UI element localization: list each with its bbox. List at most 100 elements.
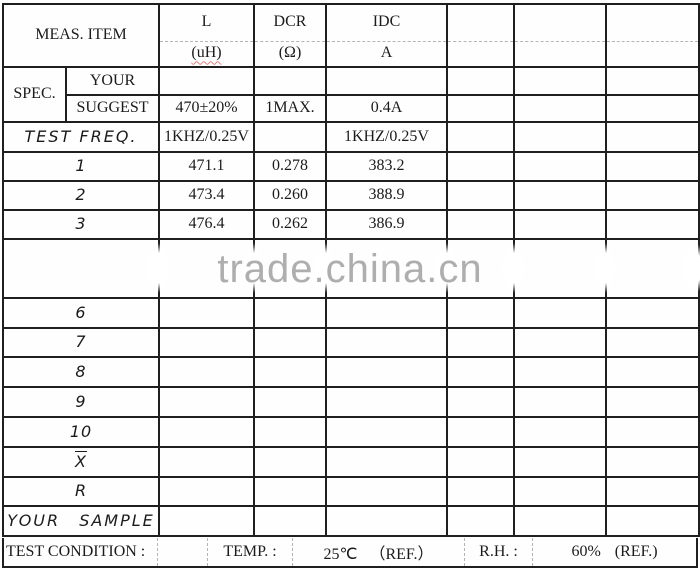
spec-suggest-idc: 0.4A: [325, 94, 448, 123]
empty-cell: [158, 356, 255, 388]
empty-cell: [158, 416, 255, 448]
empty-cell: [513, 416, 607, 448]
empty-cell: [605, 476, 700, 507]
rh-value: 60% (REF.): [532, 538, 696, 566]
empty-cell: [446, 121, 515, 153]
value-idc: 383.2: [325, 151, 448, 182]
spec-your-row: SPEC. YOUR: [2, 66, 700, 123]
empty-cell: [605, 505, 700, 537]
data-row-3: 3 476.4 0.262 386.9: [2, 209, 700, 240]
empty-cell: [158, 297, 255, 329]
empty-cell: [605, 238, 700, 299]
empty-cell: [513, 327, 607, 358]
empty-cell: [158, 327, 255, 358]
empty-cell: [605, 66, 700, 96]
empty-cell: [513, 121, 607, 153]
empty-cell: [605, 446, 700, 478]
empty-cell: [253, 416, 327, 448]
spec-your-label: YOUR: [65, 66, 160, 96]
rh-label: R.H. :: [464, 538, 532, 566]
mean-row: X: [2, 446, 700, 478]
value-l: 476.4: [158, 209, 255, 240]
test-freq-row: TEST FREQ. 1KHZ/0.25V 1KHZ/0.25V: [2, 121, 700, 153]
empty-cell: [325, 327, 448, 358]
header-col-idc: IDC: [325, 3, 448, 42]
empty-cell: [446, 209, 515, 240]
empty-cell: [325, 446, 448, 478]
empty-cell: [513, 356, 607, 388]
test-condition-bar: TEST CONDITION : TEMP. : 25℃ （REF.） R.H.…: [2, 538, 698, 568]
empty-cell: [446, 40, 515, 68]
empty-cell: [253, 66, 327, 96]
spec-suggest-row: SUGGEST 470±20% 1MAX. 0.4A: [3, 94, 700, 123]
data-row-10: 10: [2, 416, 700, 448]
row-label: 9: [2, 386, 160, 418]
empty-cell: [253, 121, 327, 153]
data-row-2: 2 473.4 0.260 388.9: [2, 180, 700, 211]
temp-label: TEMP. :: [207, 538, 292, 566]
spec-label: SPEC.: [2, 66, 67, 123]
header-col-dcr: DCR: [253, 3, 327, 42]
empty-cell: [325, 416, 448, 448]
empty-cell: [325, 386, 448, 418]
test-freq-label: TEST FREQ.: [2, 121, 160, 153]
value-dcr: 0.262: [253, 209, 327, 240]
empty-cell: [158, 66, 255, 96]
empty-cell: [158, 446, 255, 478]
value-l: 473.4: [158, 180, 255, 211]
empty-cell: [325, 505, 448, 537]
empty-cell: [446, 327, 515, 358]
empty-cell: [325, 476, 448, 507]
empty-cell: [513, 40, 607, 68]
empty-cell: [253, 297, 327, 329]
empty-cell: [513, 3, 607, 42]
empty-cell: [253, 476, 327, 507]
header-row: MEAS. ITEM L DCR IDC: [2, 3, 700, 68]
value-idc: 388.9: [325, 180, 448, 211]
test-condition-label: TEST CONDITION :: [6, 543, 146, 560]
your-sample-row: YOUR SAMPLE: [2, 505, 700, 537]
unit-l-text: (uH): [191, 44, 222, 62]
empty-cell: [253, 446, 327, 478]
empty-cell: [253, 386, 327, 418]
unit-row: (uH) (Ω) A: [3, 40, 700, 68]
data-row-6: 6: [2, 297, 700, 329]
test-freq-idc: 1KHZ/0.25V: [325, 121, 448, 153]
empty-cell: [513, 505, 607, 537]
watermark-band-row: [2, 238, 700, 299]
empty-cell: [253, 505, 327, 537]
empty-cell: [605, 356, 700, 388]
empty-cell: [446, 180, 515, 211]
spec-suggest-l: 470±20%: [158, 94, 255, 123]
empty-cell: [325, 238, 448, 299]
header-col-l: L: [158, 3, 255, 42]
data-row-9: 9: [2, 386, 700, 418]
xbar-label: X: [75, 451, 87, 471]
empty-cell: [158, 238, 255, 299]
empty-cell: [605, 3, 700, 42]
row-label: 7: [2, 327, 160, 358]
empty-cell: [605, 180, 700, 211]
empty-cell: [605, 297, 700, 329]
empty-cell: [513, 209, 607, 240]
empty-cell: [513, 66, 607, 96]
empty-cell: [513, 180, 607, 211]
empty-cell: [605, 40, 700, 68]
measurement-table: MEAS. ITEM L DCR IDC (uH) (Ω) A SPEC. YO…: [2, 3, 700, 537]
spec-suggest-dcr: 1MAX.: [253, 94, 327, 123]
empty-cell: [513, 238, 607, 299]
header-meas-item: MEAS. ITEM: [2, 3, 160, 68]
empty-cell: [605, 94, 700, 123]
empty-cell: [605, 327, 700, 358]
empty-cell: [446, 238, 515, 299]
empty-cell: [325, 356, 448, 388]
value-idc: 386.9: [325, 209, 448, 240]
unit-dcr: (Ω): [253, 40, 327, 68]
empty-cell: [446, 3, 515, 42]
empty-cell: [446, 66, 515, 96]
empty-cell: [513, 446, 607, 478]
row-label: 10: [2, 416, 160, 448]
empty-cell: [158, 386, 255, 418]
empty-cell: [446, 386, 515, 418]
